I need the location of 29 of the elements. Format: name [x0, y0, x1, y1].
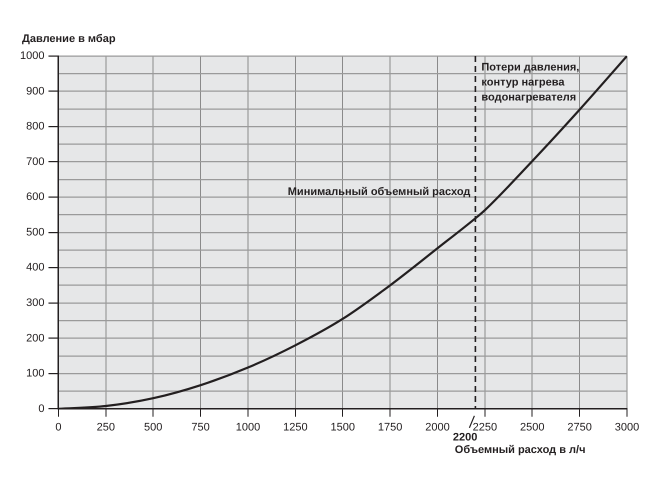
- x-tick-label: 1750: [378, 421, 402, 434]
- y-tick-label: 100: [26, 368, 44, 380]
- y-tick-label: 200: [26, 332, 44, 344]
- x-tick-label: 2500: [520, 421, 544, 434]
- y-axis-title: Давление в мбар: [22, 33, 116, 45]
- y-tick-label: 300: [26, 296, 44, 309]
- y-tick-label: 400: [26, 262, 44, 274]
- x-tick-label: 2750: [567, 421, 592, 434]
- x-tick-label: 2250: [472, 421, 498, 434]
- x-tick-label: 2000: [425, 421, 450, 434]
- y-tick-label: 0: [38, 402, 44, 415]
- x-tick-label: 1250: [283, 421, 308, 434]
- x-tick-label: 500: [144, 421, 162, 434]
- x-tick-label: 1000: [236, 421, 260, 434]
- series-label: Потери давления, контур нагрева водонагревателя: [481, 62, 580, 104]
- y-tick-label: 500: [26, 226, 44, 238]
- x-tick-label: 0: [55, 421, 62, 434]
- annotation: 2200: [452, 431, 478, 444]
- x-tick-label: 250: [96, 421, 116, 434]
- x-tick-label: 1500: [330, 421, 355, 434]
- y-tick-label: 900: [26, 85, 44, 98]
- x-tick-label: 3000: [614, 421, 640, 434]
- y-tick-label: 1000: [20, 50, 44, 62]
- y-tick-label: 600: [26, 191, 44, 204]
- x-axis-title: Объемный расход в л/ч: [454, 444, 586, 456]
- x-tick-label: 750: [191, 421, 210, 434]
- y-tick-label: 700: [26, 156, 44, 168]
- ref-line-label: Минимальный объемный расход: [288, 186, 470, 198]
- y-tick-label: 800: [26, 120, 44, 133]
